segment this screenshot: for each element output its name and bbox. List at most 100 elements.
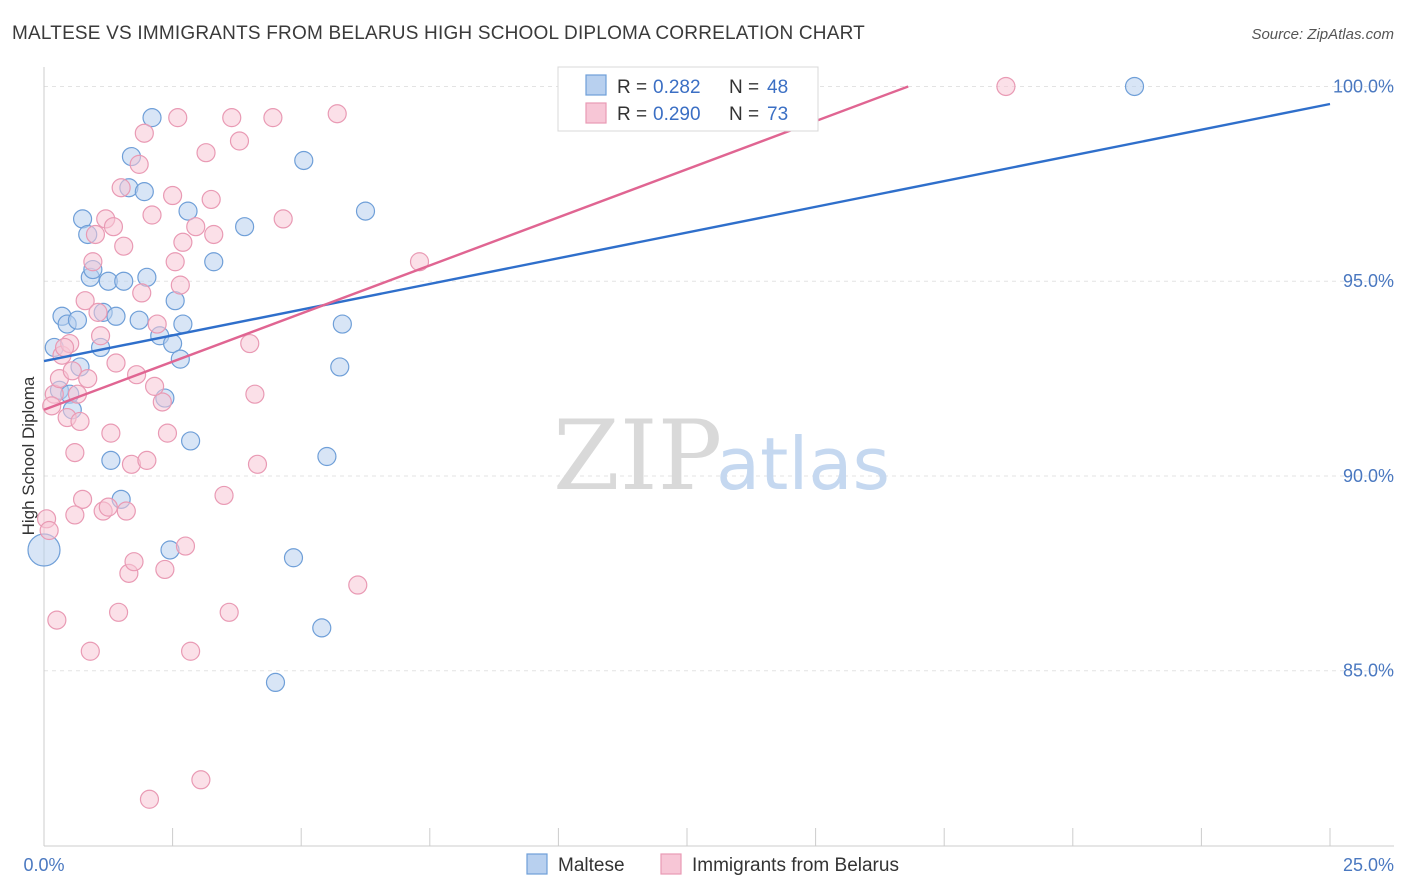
trendline-belarus <box>43 85 909 411</box>
point-belarus-55 <box>214 485 234 506</box>
point-belarus-12 <box>72 489 93 509</box>
point-belarus-1 <box>39 520 59 541</box>
chart-title: MALTESE VS IMMIGRANTS FROM BELARUS HIGH … <box>12 23 865 44</box>
point-belarus-41 <box>155 559 175 580</box>
point-maltese-36 <box>265 672 286 693</box>
point-maltese-35 <box>235 217 255 237</box>
x-tick-label-0: 0.0% <box>23 855 64 875</box>
point-maltese-24 <box>142 108 162 128</box>
legend-swatch-maltese <box>585 74 607 96</box>
point-belarus-72 <box>65 505 85 525</box>
point-belarus-63 <box>273 209 293 229</box>
point-maltese-18 <box>114 271 134 291</box>
point-belarus-28 <box>116 501 136 521</box>
stats-legend: R = 0.282 N = 48 R = 0.290 N = 73 <box>557 66 819 132</box>
point-belarus-43 <box>163 185 183 206</box>
point-belarus-11 <box>70 411 90 432</box>
watermark-atlas: atlas <box>716 422 890 506</box>
point-belarus-56 <box>219 602 239 622</box>
point-belarus-36 <box>137 450 157 470</box>
point-belarus-17 <box>88 302 108 322</box>
series-legend: Maltese Immigrants from Belarus <box>526 853 899 876</box>
y-tick-label-2: 95.0% <box>1343 271 1394 291</box>
trend-lines <box>43 85 1331 411</box>
point-maltese-6 <box>67 310 88 330</box>
x-tick-label-1: 25.0% <box>1343 855 1394 875</box>
point-belarus-38 <box>142 205 162 225</box>
point-belarus-33 <box>129 154 149 174</box>
point-belarus-31 <box>124 552 144 572</box>
point-belarus-15 <box>80 641 100 661</box>
point-belarus-24 <box>106 353 126 373</box>
point-maltese-38 <box>294 150 314 171</box>
point-belarus-67 <box>996 76 1016 97</box>
point-belarus-51 <box>191 770 211 790</box>
legend-r-value-maltese: 0.282 <box>653 77 701 98</box>
point-belarus-22 <box>101 423 121 443</box>
point-maltese-39 <box>312 618 332 638</box>
point-maltese-15 <box>101 450 121 470</box>
legend-swatch-belarus <box>585 102 607 124</box>
point-maltese-21 <box>129 310 149 330</box>
chart-source: Source: ZipAtlas.com <box>1251 26 1394 43</box>
series-legend-swatch-belarus <box>660 853 682 875</box>
point-belarus-8 <box>62 361 82 381</box>
trendline-maltese <box>43 102 1331 363</box>
point-belarus-3 <box>47 610 67 630</box>
legend-r-label-belarus: R = <box>617 104 647 125</box>
legend-r-label-maltese: R = <box>617 77 647 98</box>
point-maltese-34 <box>204 252 224 272</box>
point-belarus-14 <box>78 369 98 389</box>
point-belarus-37 <box>139 789 160 809</box>
point-belarus-40 <box>152 392 172 412</box>
point-belarus-26 <box>111 178 131 198</box>
point-belarus-9 <box>65 443 85 463</box>
point-maltese-33 <box>181 431 201 451</box>
watermark: ZIP atlas <box>553 400 890 512</box>
point-belarus-16 <box>83 252 103 272</box>
axes <box>43 67 1394 847</box>
point-belarus-69 <box>54 337 75 358</box>
point-belarus-66 <box>409 252 430 272</box>
point-belarus-62 <box>263 108 283 128</box>
point-belarus-47 <box>173 232 193 252</box>
legend-n-value-maltese: 48 <box>767 77 788 98</box>
gridlines <box>44 85 1394 672</box>
y-tick-label-0: 85.0% <box>1343 661 1394 681</box>
point-belarus-23 <box>103 217 124 237</box>
point-maltese-41 <box>330 357 350 377</box>
point-belarus-49 <box>181 641 201 661</box>
point-belarus-59 <box>240 333 260 354</box>
data-points <box>27 76 1145 809</box>
point-belarus-34 <box>132 283 152 303</box>
point-belarus-65 <box>348 575 368 595</box>
legend-n-label-maltese: N = <box>729 77 759 98</box>
series-legend-label-belarus: Immigrants from Belarus <box>692 855 899 876</box>
legend-r-value-belarus: 0.290 <box>653 104 701 125</box>
point-maltese-45 <box>27 533 61 567</box>
point-belarus-25 <box>108 602 129 622</box>
series-legend-label-maltese: Maltese <box>558 855 625 876</box>
point-belarus-21 <box>98 497 118 517</box>
point-belarus-58 <box>229 131 250 151</box>
point-belarus-39 <box>147 314 167 334</box>
point-maltese-42 <box>332 314 352 334</box>
point-belarus-46 <box>170 275 190 295</box>
point-belarus-54 <box>204 224 224 245</box>
point-belarus-61 <box>247 454 268 474</box>
point-belarus-60 <box>245 384 265 404</box>
point-belarus-45 <box>168 108 188 128</box>
point-belarus-18 <box>90 326 111 346</box>
point-maltese-44 <box>1124 76 1145 97</box>
point-belarus-50 <box>186 217 206 237</box>
point-belarus-48 <box>175 536 196 556</box>
point-belarus-52 <box>196 143 216 163</box>
point-maltese-32 <box>178 201 198 221</box>
y-axis-label: High School Diploma <box>19 376 38 535</box>
point-maltese-37 <box>283 548 304 568</box>
y-tick-label-1: 90.0% <box>1343 466 1394 486</box>
point-belarus-70 <box>85 224 106 245</box>
point-maltese-40 <box>317 446 337 467</box>
